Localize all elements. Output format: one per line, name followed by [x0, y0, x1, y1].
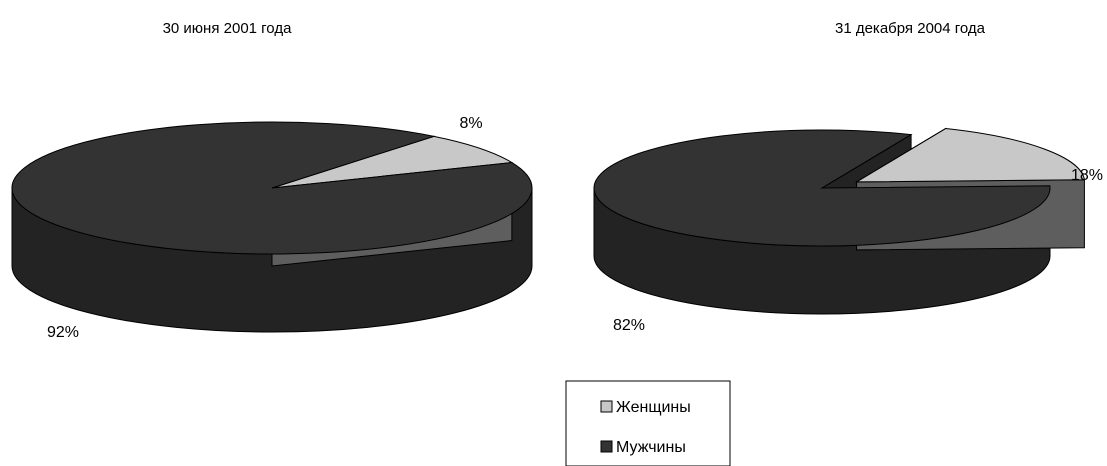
- legend-label-men: Мужчины: [616, 439, 686, 456]
- chart-title-2001: 30 июня 2001 года: [163, 20, 292, 37]
- slice-label-men-2004: 82%: [613, 317, 645, 334]
- legend: Женщины Мужчины: [565, 380, 731, 466]
- slice-label-women-2004: 18%: [1071, 167, 1103, 184]
- slice-label-women-2001: 8%: [459, 115, 482, 132]
- slice-label-men-2001: 92%: [47, 324, 79, 341]
- legend-swatch-men: [600, 440, 613, 453]
- slice-women-2001: [271, 135, 514, 189]
- pie-chart-2001: 30 июня 2001 года 8% 92%: [11, 20, 533, 341]
- pie-chart-2004: 31 декабря 2004 года 18% 82%: [593, 20, 1103, 334]
- legend-swatch-women: [600, 400, 613, 413]
- legend-label-women: Женщины: [616, 399, 691, 416]
- slice-men-2001: [11, 121, 533, 255]
- slice-men-2004: [593, 129, 1051, 247]
- legend-box: [565, 380, 731, 466]
- chart-title-2004: 31 декабря 2004 года: [835, 20, 986, 37]
- slice-women-2004: [854, 128, 1085, 183]
